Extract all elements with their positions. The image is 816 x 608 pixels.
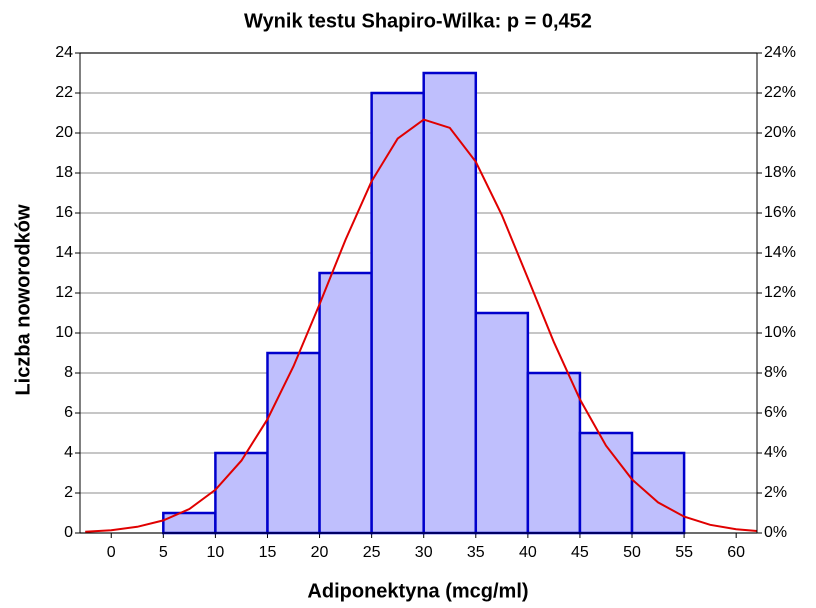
y-tick-label: 2 — [64, 484, 73, 501]
x-axis-label: Adiponektyna (mcg/ml) — [307, 580, 528, 602]
bar — [578, 431, 634, 535]
x-tick-label: 15 — [259, 544, 277, 561]
y2-tick-label: 18% — [764, 164, 796, 181]
y-tick-label: 0 — [64, 524, 73, 541]
bar — [266, 351, 321, 535]
bar — [526, 371, 582, 535]
y-axis-label: Liczba noworodków — [12, 204, 34, 396]
y2-tick-label: 12% — [764, 284, 796, 301]
y-tick-label: 8 — [64, 364, 73, 381]
x-tick-label: 20 — [311, 544, 329, 561]
y2-tick-label: 22% — [764, 84, 796, 101]
x-tick-label: 45 — [571, 544, 589, 561]
y-tick-label: 6 — [64, 404, 73, 421]
x-tick-label: 50 — [623, 544, 641, 561]
y2-tick-label: 10% — [764, 324, 796, 341]
x-tick-label: 60 — [727, 544, 745, 561]
bar — [630, 451, 686, 535]
y-tick-label: 4 — [64, 444, 73, 461]
y2-tick-label: 4% — [764, 444, 787, 461]
plot-frame — [79, 52, 758, 534]
bar — [318, 271, 373, 535]
y2-tick-label: 24% — [764, 44, 796, 61]
y2-tick-label: 16% — [764, 204, 796, 221]
y-tick-label: 16 — [55, 204, 73, 221]
y2-tick-label: 6% — [764, 404, 787, 421]
y-tick-label: 14 — [55, 244, 73, 261]
bar — [474, 311, 530, 535]
y-tick-label: 24 — [55, 44, 73, 61]
y-tick-label: 22 — [55, 84, 73, 101]
x-tick-label: 55 — [675, 544, 693, 561]
x-tick-label: 10 — [207, 544, 225, 561]
y2-tick-label: 20% — [764, 124, 796, 141]
normal-curve — [85, 118, 758, 533]
y2-tick-label: 8% — [764, 364, 787, 381]
bar — [422, 71, 478, 535]
y2-tick-label: 14% — [764, 244, 796, 261]
y-tick-label: 12 — [55, 284, 73, 301]
y2-tick-label: 0% — [764, 524, 787, 541]
y-tick-label: 10 — [55, 324, 73, 341]
x-tick-label: 30 — [415, 544, 433, 561]
x-tick-label: 5 — [159, 544, 168, 561]
bar — [370, 91, 425, 535]
y-tick-label: 18 — [55, 164, 73, 181]
x-tick-label: 40 — [519, 544, 537, 561]
x-tick-label: 0 — [107, 544, 116, 561]
x-tick-label: 35 — [467, 544, 485, 561]
y-tick-label: 20 — [55, 124, 73, 141]
x-tick-label: 25 — [363, 544, 381, 561]
chart-title: Wynik testu Shapiro-Wilka: p = 0,452 — [244, 10, 592, 32]
bar — [214, 451, 269, 535]
y2-tick-label: 2% — [764, 484, 787, 501]
